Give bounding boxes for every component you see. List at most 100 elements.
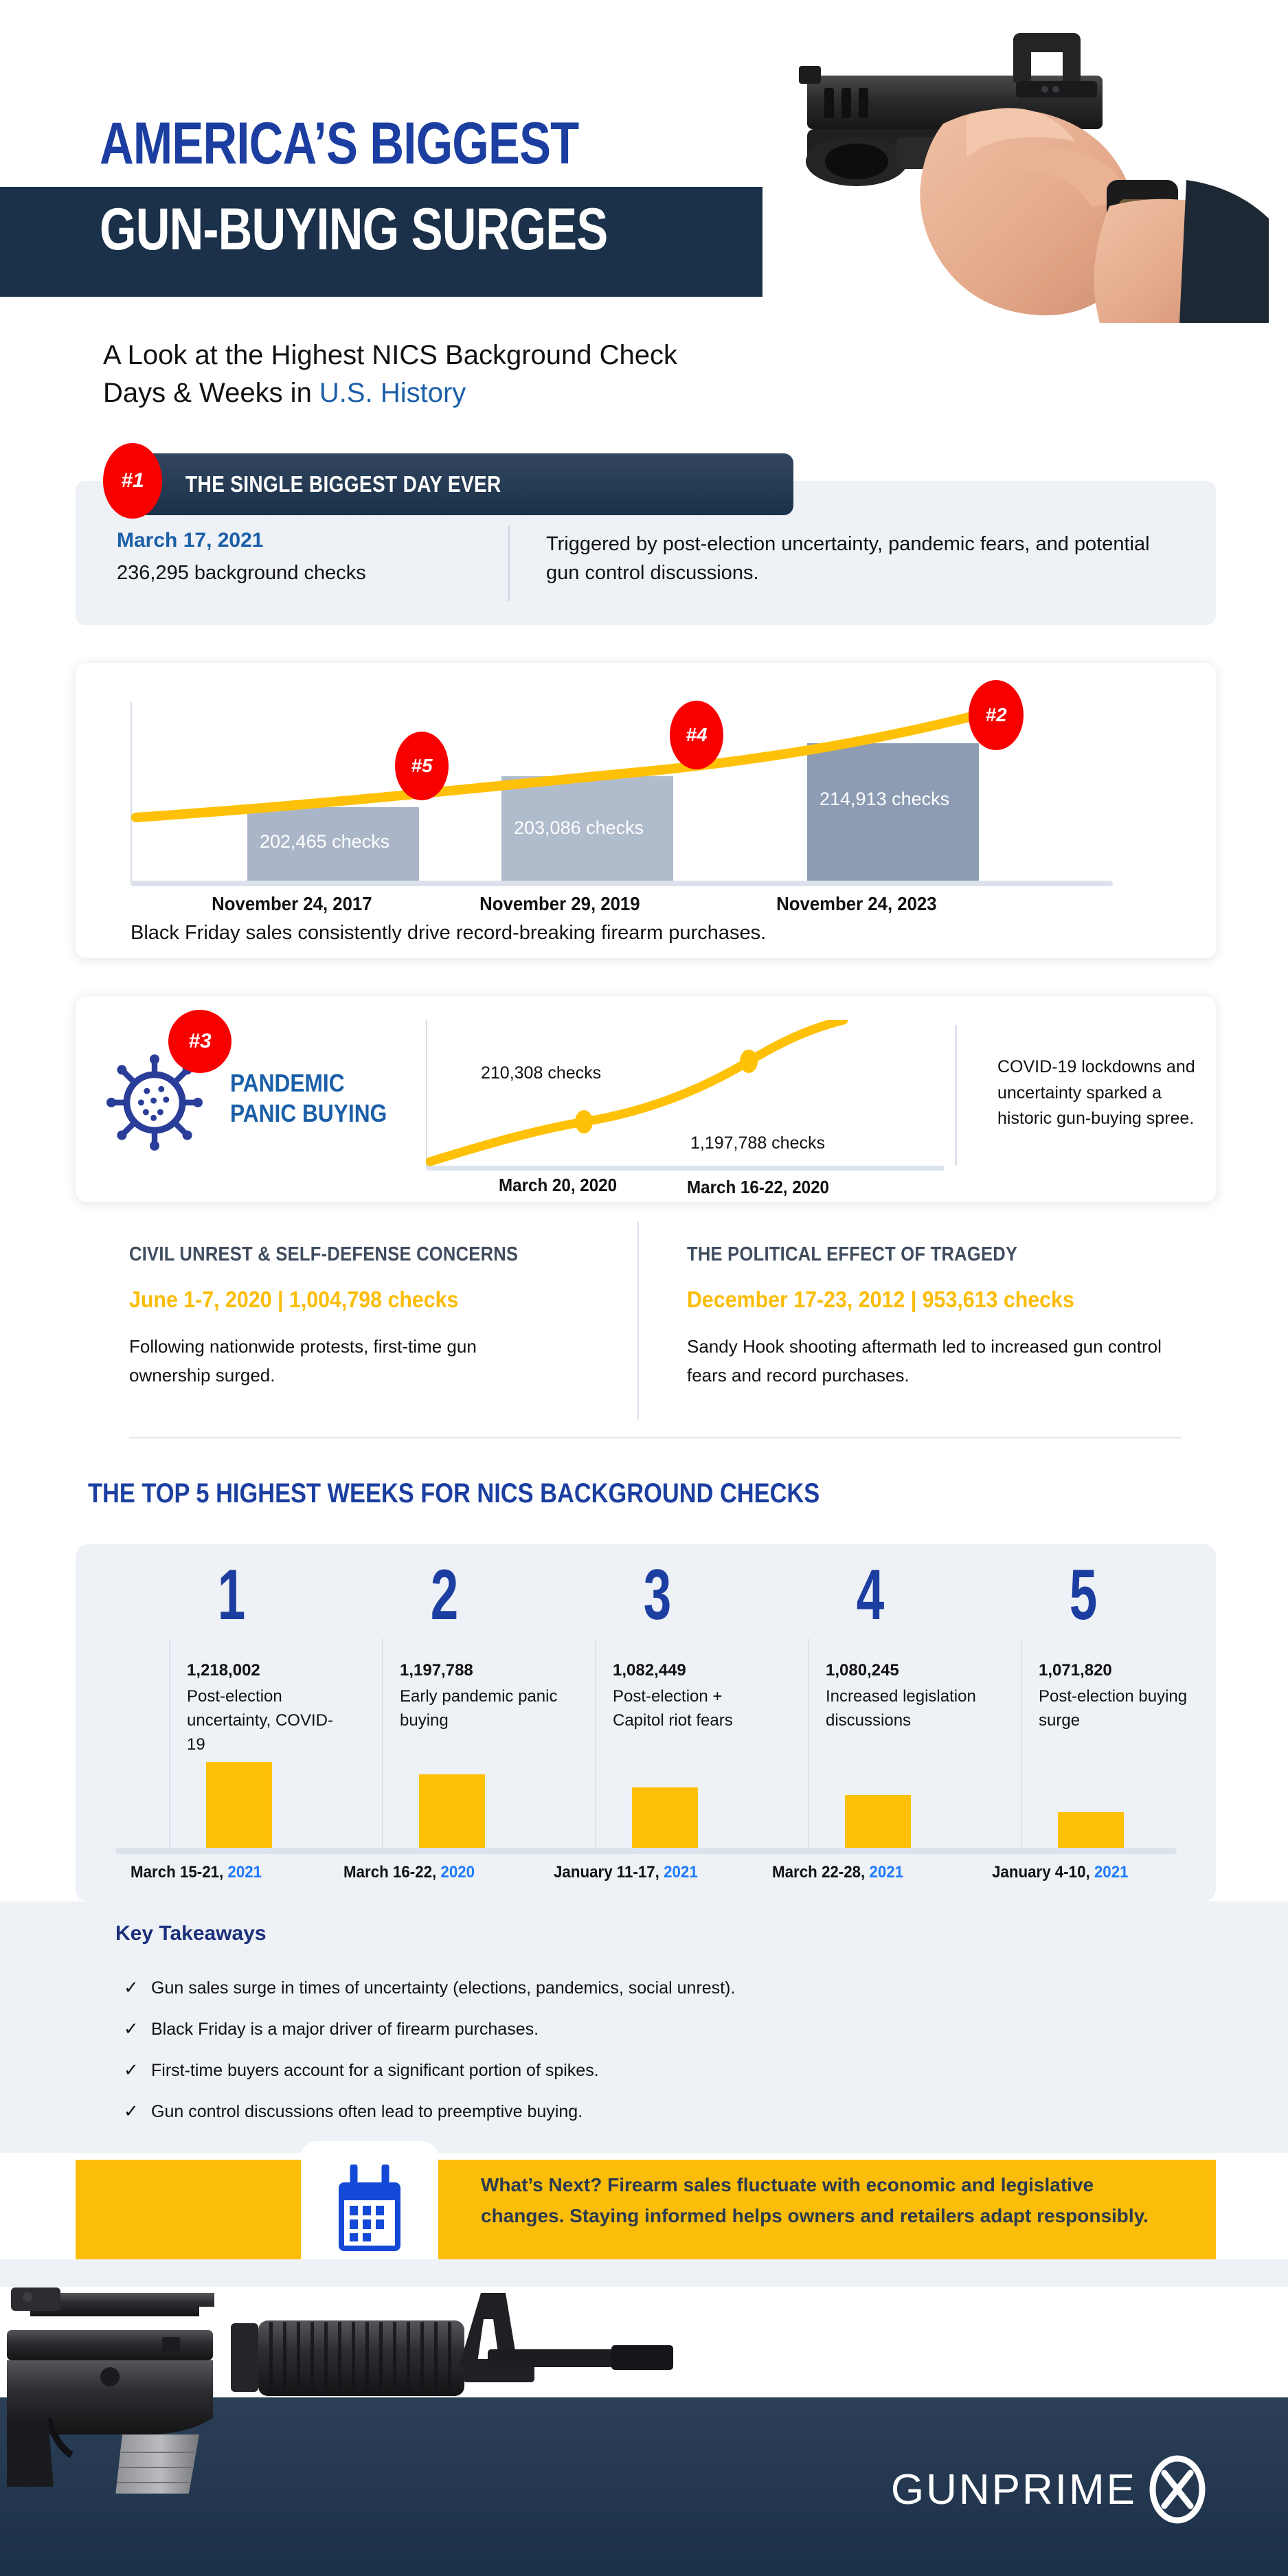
top5-category-prefix-3: March 22-28,	[772, 1863, 870, 1882]
check-icon-2: ✓	[124, 2059, 139, 2080]
top5-category-year-0: 2021	[227, 1863, 262, 1882]
section-rule	[129, 1437, 1182, 1438]
key-takeaway-0: Gun sales surge in times of uncertainty …	[151, 1978, 736, 1998]
black-friday-category-1: November 29, 2019	[479, 893, 640, 914]
top5-category-4: January 4-10, 2021	[992, 1863, 1129, 1882]
rank-badge-1: #1	[103, 443, 162, 519]
black-friday-x-axis	[131, 881, 1113, 886]
pandemic-divider	[955, 1025, 957, 1166]
top5-rank-4: 5	[1069, 1555, 1098, 1635]
whats-next-icon-box	[301, 2141, 438, 2279]
footer-white-band	[0, 2287, 1288, 2397]
footer-bar	[0, 2397, 1288, 2576]
top5-separator-2	[595, 1638, 596, 1851]
black-friday-bar-label-0: 202,465 checks	[260, 831, 390, 852]
black-friday-category-0: November 24, 2017	[212, 893, 372, 914]
single-day-description: Triggered by post-election uncertainty, …	[546, 533, 1150, 584]
pandemic-category-1: March 16-22, 2020	[687, 1177, 830, 1197]
key-takeaways-heading: Key Takeaways	[115, 1922, 267, 1945]
top5-separator-0	[169, 1638, 170, 1851]
coronavirus-icon	[106, 1054, 203, 1151]
column-body-0: Following nationwide protests, first-tim…	[129, 1336, 477, 1386]
top5-heading: THE TOP 5 HIGHEST WEEKS FOR NICS BACKGRO…	[88, 1478, 820, 1509]
column-amount-1: December 17-23, 2012 | 953,613 checks	[687, 1287, 1074, 1312]
page-title-line2: GUN-BUYING SURGES	[100, 196, 608, 262]
single-day-stats: March 17, 2021 236,295 background checks	[117, 529, 501, 585]
single-day-ribbon: THE SINGLE BIGGEST DAY EVER	[137, 453, 793, 515]
check-icon-3: ✓	[124, 2101, 139, 2121]
pandemic-y-axis	[426, 1020, 427, 1168]
top5-category-year-2: 2021	[664, 1863, 698, 1882]
key-takeaway-2: First-time buyers account for a signific…	[151, 2061, 599, 2080]
column-civil-unrest: CIVIL UNREST & SELF-DEFENSE CONCERNS Jun…	[129, 1243, 541, 1390]
top5-value-1: 1,197,788	[400, 1661, 473, 1680]
page-title-line1: AMERICA’S BIGGEST	[100, 111, 579, 177]
handgun-photo	[799, 33, 1269, 323]
brand-name: GUNPRIME	[890, 2465, 1137, 2513]
key-takeaways-background	[0, 1901, 1288, 2135]
column-political-effect: THE POLITICAL EFFECT OF TRAGEDY December…	[687, 1243, 1182, 1390]
whats-next-text: What’s Next? Firearm sales fluctuate wit…	[481, 2174, 1149, 2227]
check-icon-0: ✓	[124, 1977, 139, 1998]
single-day-checks: 236,295 background checks	[117, 562, 366, 584]
column-amount-0: June 1-7, 2020 | 1,004,798 checks	[129, 1287, 459, 1312]
subtitle-highlight: U.S. History	[319, 378, 466, 409]
top5-rank-col-4: 5	[981, 1559, 1186, 1631]
top5-description-0: Post-election uncertainty, COVID-19	[187, 1687, 333, 1754]
top5-bar-2	[632, 1787, 698, 1849]
single-day-ribbon-label: THE SINGLE BIGGEST DAY EVER	[185, 471, 501, 497]
top5-category-prefix-0: March 15-21,	[131, 1863, 228, 1882]
rank-badge-5: #5	[395, 732, 449, 800]
top5-value-2: 1,082,449	[613, 1661, 686, 1680]
subtitle-line1: A Look at the Highest NICS Background Ch…	[103, 340, 678, 370]
top5-category-1: March 16-22, 2020	[343, 1863, 475, 1882]
top5-rank-col-1: 2	[342, 1559, 547, 1631]
rank-badge-3: #3	[168, 1010, 231, 1073]
top5-category-prefix-4: January 4-10,	[992, 1863, 1094, 1882]
top5-rank-0: 1	[217, 1555, 246, 1635]
pandemic-x-axis	[426, 1166, 945, 1171]
top5-separator-4	[1021, 1638, 1022, 1851]
top5-category-year-4: 2021	[1094, 1863, 1129, 1882]
top5-bar-3	[845, 1795, 911, 1849]
top5-rank-col-2: 3	[555, 1559, 760, 1631]
pandemic-title: PANDEMIC PANIC BUYING	[230, 1068, 387, 1129]
top5-category-prefix-1: March 16-22,	[343, 1863, 441, 1882]
rank-badge-4: #4	[670, 701, 723, 769]
top5-description-3: Increased legislation discussions	[826, 1687, 976, 1730]
top5-separator-3	[808, 1638, 809, 1851]
hero-header: AMERICA’S BIGGEST GUN-BUYING SURGES	[0, 0, 1288, 323]
pandemic-title-line2: PANIC BUYING	[230, 1098, 387, 1127]
top5-description-4: Post-election buying surge	[1039, 1687, 1188, 1730]
pandemic-note: COVID-19 lockdowns and uncertainty spark…	[997, 1057, 1195, 1128]
black-friday-category-2: November 24, 2023	[776, 893, 937, 914]
top5-value-3: 1,080,245	[826, 1661, 899, 1680]
top5-category-3: March 22-28, 2021	[772, 1863, 903, 1882]
whats-next-top-spacer	[0, 2135, 1288, 2153]
top5-value-4: 1,071,820	[1039, 1661, 1112, 1680]
calendar-icon	[339, 2165, 400, 2251]
black-friday-bar-label-2: 214,913 checks	[820, 789, 950, 809]
column-heading-1: THE POLITICAL EFFECT OF TRAGEDY	[687, 1243, 1018, 1265]
top5-rank-3: 4	[856, 1555, 885, 1635]
brand-logo: GUNPRIME	[891, 2454, 1207, 2525]
black-friday-bar-2	[807, 743, 979, 881]
key-takeaway-3: Gun control discussions often lead to pr…	[151, 2102, 583, 2121]
top5-bar-4	[1058, 1812, 1124, 1849]
pandemic-category-0: March 20, 2020	[499, 1175, 618, 1195]
top5-category-year-1: 2020	[440, 1863, 475, 1882]
pandemic-point-label-1: 1,197,788 checks	[690, 1133, 825, 1153]
top5-separator-1	[382, 1638, 383, 1851]
top5-x-axis	[115, 1848, 1177, 1854]
top5-category-prefix-2: January 11-17,	[554, 1863, 664, 1882]
black-friday-caption: Black Friday sales consistently drive re…	[131, 922, 767, 944]
whats-next-bottom-spacer	[0, 2259, 1288, 2287]
top5-rank-col-3: 4	[768, 1559, 973, 1631]
top5-category-year-3: 2021	[869, 1863, 904, 1882]
black-friday-bar-label-1: 203,086 checks	[514, 817, 644, 838]
rifle-photo	[7, 2287, 673, 2494]
top5-description-1: Early pandemic panic buying	[400, 1687, 558, 1730]
top5-bar-1	[419, 1774, 485, 1849]
top5-rank-col-0: 1	[129, 1559, 334, 1631]
